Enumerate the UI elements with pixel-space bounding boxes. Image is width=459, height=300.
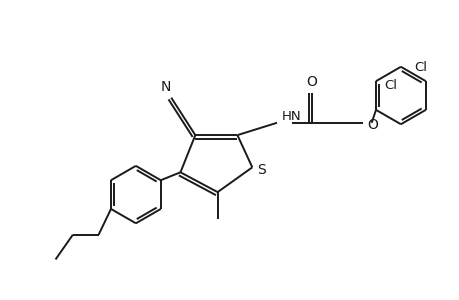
Text: Cl: Cl xyxy=(414,61,426,74)
Text: HN: HN xyxy=(281,110,301,123)
Text: N: N xyxy=(161,80,171,94)
Text: O: O xyxy=(367,118,378,132)
Text: O: O xyxy=(306,75,317,88)
Text: Cl: Cl xyxy=(384,79,397,92)
Text: S: S xyxy=(256,163,265,177)
